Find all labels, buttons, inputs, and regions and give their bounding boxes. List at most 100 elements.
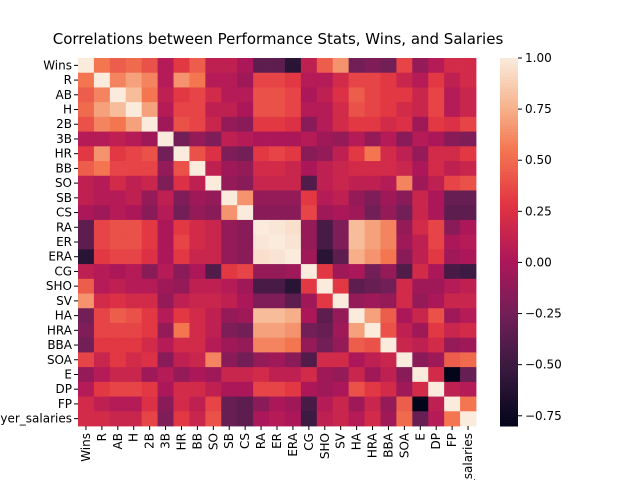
heatmap-cell — [93, 337, 111, 353]
heatmap-cell — [428, 396, 445, 412]
heatmap-cell — [380, 249, 397, 265]
colorbar-segment — [500, 174, 518, 179]
heatmap-cell — [444, 367, 461, 383]
heatmap-cell — [396, 175, 413, 191]
heatmap-cell — [396, 161, 413, 177]
heatmap-cell — [316, 337, 334, 353]
heatmap-cell — [173, 278, 190, 294]
heatmap-cell — [380, 367, 397, 383]
heatmap-cell — [380, 381, 397, 397]
colorbar-segment — [500, 104, 518, 108]
heatmap-cell — [78, 381, 95, 397]
heatmap-cell — [93, 161, 111, 177]
heatmap-cell — [332, 58, 350, 74]
heatmap-cell — [348, 131, 365, 147]
colorbar-segment — [500, 79, 518, 84]
x-tick-label: ERA — [286, 432, 300, 456]
heatmap-cell — [348, 396, 365, 412]
heatmap-cell — [78, 293, 95, 309]
heatmap-cell — [237, 219, 254, 236]
colorbar-segment — [500, 416, 518, 421]
heatmap-cell — [237, 367, 254, 383]
heatmap-cell — [78, 72, 95, 88]
heatmap-cell — [284, 219, 302, 236]
heatmap-cell — [141, 352, 158, 368]
y-tick-label: AB — [56, 88, 72, 102]
x-tick-label: BBA — [381, 432, 395, 457]
heatmap-cell — [93, 58, 111, 74]
heatmap-cell — [205, 264, 222, 280]
heatmap-cell — [284, 396, 302, 412]
heatmap-cell — [141, 72, 158, 88]
heatmap-cell — [253, 322, 270, 339]
colorbar-segment — [500, 64, 518, 68]
heatmap-cell — [284, 175, 302, 191]
heatmap-cell — [253, 411, 270, 427]
colorbar-segment — [500, 404, 518, 409]
heatmap-cell — [380, 411, 397, 427]
heatmap-cell — [444, 161, 461, 177]
colorbar-segment — [500, 94, 518, 99]
heatmap-cell — [364, 161, 381, 177]
heatmap-cell — [364, 234, 381, 250]
heatmap-cell — [157, 161, 174, 177]
heatmap-cell — [460, 161, 477, 177]
x-tick-label: SHO — [318, 433, 332, 459]
y-tick-label: CS — [56, 206, 72, 220]
colorbar-segment — [500, 242, 518, 246]
heatmap-cell — [332, 219, 350, 236]
heatmap-cell — [364, 205, 381, 221]
heatmap-cell — [157, 175, 174, 191]
heatmap-cell — [109, 58, 127, 74]
heatmap-cell — [316, 116, 334, 132]
colorbar-segment — [500, 266, 518, 271]
heatmap-cell — [205, 367, 222, 383]
colorbar-segment — [500, 260, 518, 264]
heatmap-cell — [141, 190, 158, 206]
heatmap-cell — [221, 161, 238, 177]
heatmap-cell — [428, 352, 445, 368]
heatmap-cell — [125, 116, 143, 132]
y-tick-label: ER — [56, 235, 72, 249]
heatmap-cell — [412, 411, 429, 427]
heatmap-cell — [157, 234, 174, 250]
heatmap-cell — [380, 116, 397, 132]
heatmap-cell — [205, 337, 222, 353]
heatmap-cell — [316, 72, 334, 88]
heatmap-cell — [221, 293, 238, 309]
heatmap-cell — [396, 337, 413, 353]
colorbar-segment — [500, 134, 518, 139]
heatmap-cell — [396, 264, 413, 280]
heatmap-cell — [173, 205, 190, 221]
heatmap-cell — [284, 131, 302, 147]
heatmap-cell — [237, 131, 254, 147]
heatmap-cell — [284, 234, 302, 250]
colorbar-tick-label: 0.00 — [525, 255, 552, 269]
colorbar-segment — [500, 88, 518, 93]
heatmap-cell — [316, 278, 334, 294]
colorbar-segment — [500, 131, 518, 136]
heatmap-cell — [284, 352, 302, 368]
heatmap-cell — [189, 146, 206, 162]
heatmap-cell — [221, 219, 238, 236]
heatmap-cell — [109, 190, 127, 206]
y-tick-label: BB — [56, 161, 72, 175]
heatmap-cell — [237, 175, 254, 191]
heatmap-cell — [460, 367, 477, 383]
heatmap-cell — [444, 175, 461, 191]
heatmap-cell — [460, 146, 477, 162]
y-tick-label: ERA — [48, 250, 72, 264]
heatmap-cell — [189, 322, 206, 339]
heatmap-cell — [125, 308, 143, 324]
heatmap-cell — [253, 190, 270, 206]
heatmap-cell — [141, 293, 158, 309]
heatmap-cell — [332, 264, 350, 280]
heatmap-cell — [332, 205, 350, 221]
heatmap-cell — [189, 58, 206, 74]
heatmap-cell — [332, 411, 350, 427]
heatmap-cell — [284, 146, 302, 162]
heatmap-cell — [157, 278, 174, 294]
heatmap-cell — [316, 396, 334, 412]
heatmap-cell — [125, 278, 143, 294]
heatmap-cell — [141, 58, 158, 74]
